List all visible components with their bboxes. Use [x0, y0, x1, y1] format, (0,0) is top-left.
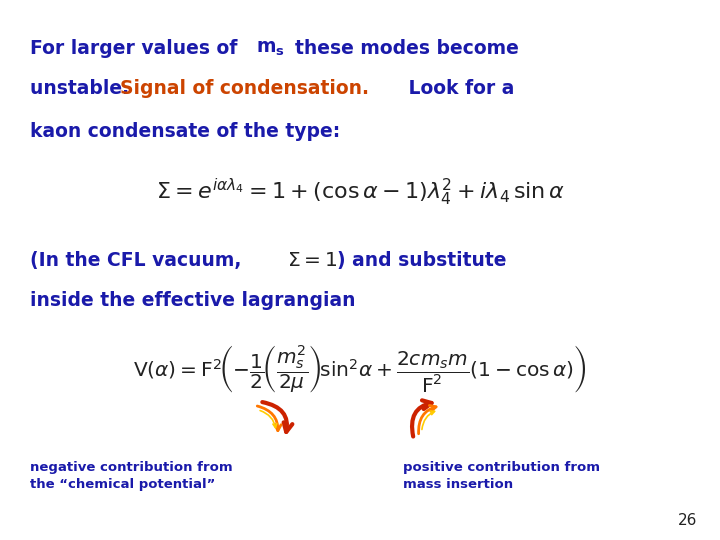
FancyArrowPatch shape — [418, 406, 436, 434]
Text: Look for a: Look for a — [402, 79, 514, 98]
Text: Signal of condensation.: Signal of condensation. — [120, 79, 369, 98]
FancyArrowPatch shape — [257, 406, 281, 431]
Text: $\mathbf{m_s}$: $\mathbf{m_s}$ — [256, 39, 285, 58]
Text: $\Sigma = e^{i\alpha\lambda_4} = 1 + (\cos\alpha - 1)\lambda_4^2 + i\lambda_4\,\: $\Sigma = e^{i\alpha\lambda_4} = 1 + (\c… — [156, 177, 564, 208]
Text: ) and substitute: ) and substitute — [337, 251, 507, 270]
Text: For larger values of: For larger values of — [30, 39, 244, 58]
FancyArrowPatch shape — [260, 410, 276, 428]
FancyArrowPatch shape — [262, 402, 292, 432]
Text: these modes become: these modes become — [295, 39, 519, 58]
Text: inside the effective lagrangian: inside the effective lagrangian — [30, 292, 356, 310]
Text: 26: 26 — [678, 513, 697, 528]
Text: kaon condensate of the type:: kaon condensate of the type: — [30, 122, 341, 141]
Text: $\mathrm{V}(\alpha) = \mathrm{F}^2\!\left(-\dfrac{1}{2}\!\left(\dfrac{m_s^2}{2\m: $\mathrm{V}(\alpha) = \mathrm{F}^2\!\lef… — [133, 343, 587, 395]
FancyArrowPatch shape — [422, 411, 435, 429]
Text: (In the CFL vacuum,: (In the CFL vacuum, — [30, 251, 241, 270]
Text: $\Sigma = 1$: $\Sigma = 1$ — [287, 251, 337, 270]
FancyArrowPatch shape — [412, 400, 431, 436]
Text: positive contribution from
mass insertion: positive contribution from mass insertio… — [403, 461, 600, 491]
Text: unstable.: unstable. — [30, 79, 135, 98]
Text: negative contribution from
the “chemical potential”: negative contribution from the “chemical… — [30, 461, 233, 491]
